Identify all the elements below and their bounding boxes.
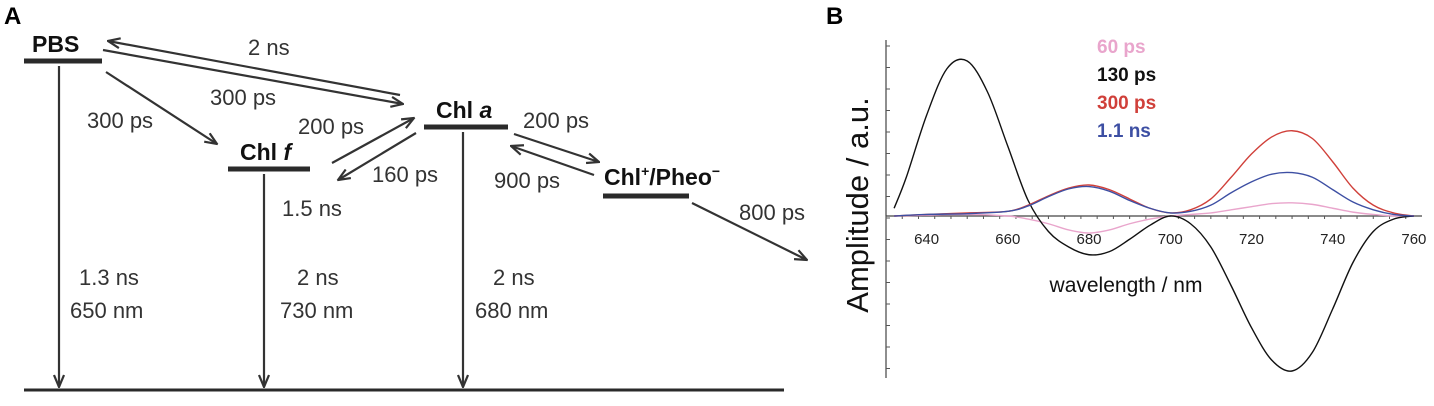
amplitude-spectrum-chart: 640 660 680 700 720 740 760 60 ps 130 ps 300 ps 1… — [840, 37, 1426, 378]
chart-axes: 640 660 680 700 720 740 760 — [885, 40, 1426, 378]
label-pbs-decay-wavelength: 650 nm — [70, 298, 143, 323]
label-chlf-to-chla: 200 ps — [298, 114, 364, 139]
x-tick-label: 720 — [1239, 231, 1264, 248]
label-chlp-decay: 800 ps — [739, 200, 805, 225]
arrow-chla-to-chlf — [338, 132, 417, 180]
label-chlf-extra: 1.5 ns — [282, 196, 342, 221]
chl-f-level-label: Chl f — [240, 139, 293, 165]
label-chla-to-pbs: 2 ns — [248, 35, 290, 60]
legend-entry: 130 ps — [1097, 65, 1156, 86]
label-pbs-decay-time: 1.3 ns — [79, 265, 139, 290]
chlp-pheo-level-label: Chl+/Pheo− — [604, 163, 720, 190]
legend-entry: 300 ps — [1097, 93, 1156, 114]
x-tick-label: 740 — [1320, 231, 1345, 248]
panel-a-letter: A — [4, 3, 21, 30]
label-chla-to-chlf: 160 ps — [372, 162, 438, 187]
x-tick-label: 700 — [1158, 231, 1183, 248]
x-tick-label: 640 — [914, 231, 939, 248]
label-chlp-to-chla: 900 ps — [494, 168, 560, 193]
legend-entry: 60 ps — [1097, 37, 1146, 58]
y-axis-label: Amplitude / a.u. — [840, 97, 875, 312]
arrow-chlf-to-chla — [331, 118, 414, 164]
label-chlf-decay-time: 2 ns — [297, 265, 339, 290]
arrow-chla-to-chlp — [513, 132, 599, 162]
arrow-chla-to-pbs — [108, 41, 401, 97]
chart-legend: 60 ps 130 ps 300 ps 1.1 ns — [1097, 37, 1156, 142]
label-chla-decay-time: 2 ns — [493, 265, 535, 290]
series-line — [894, 202, 1414, 234]
arrow-pbs-to-chla — [102, 48, 403, 104]
x-tick-label: 760 — [1401, 231, 1426, 248]
x-tick-label: 660 — [995, 231, 1020, 248]
label-chla-decay-wavelength: 680 nm — [475, 298, 548, 323]
label-pbs-to-chlf: 300 ps — [87, 108, 153, 133]
legend-entry: 1.1 ns — [1097, 121, 1151, 142]
panel-b-letter: B — [826, 3, 843, 30]
label-chla-to-chlp: 200 ps — [523, 108, 589, 133]
series-line — [893, 58, 1414, 372]
label-pbs-to-chla: 300 ps — [210, 85, 276, 110]
arrow-chlp-to-chla — [511, 146, 595, 177]
series-line — [894, 130, 1414, 217]
chl-a-level-label: Chl a — [436, 97, 492, 123]
x-axis-label: wavelength / nm — [1049, 274, 1203, 297]
arrow-pbs-to-chlf — [105, 71, 217, 144]
chart-series — [893, 58, 1414, 372]
label-chlf-decay-wavelength: 730 nm — [280, 298, 353, 323]
arrow-chlp-decay — [691, 202, 807, 260]
series-line — [894, 171, 1414, 217]
pbs-level-label: PBS — [32, 31, 79, 57]
x-tick-label: 680 — [1077, 231, 1102, 248]
